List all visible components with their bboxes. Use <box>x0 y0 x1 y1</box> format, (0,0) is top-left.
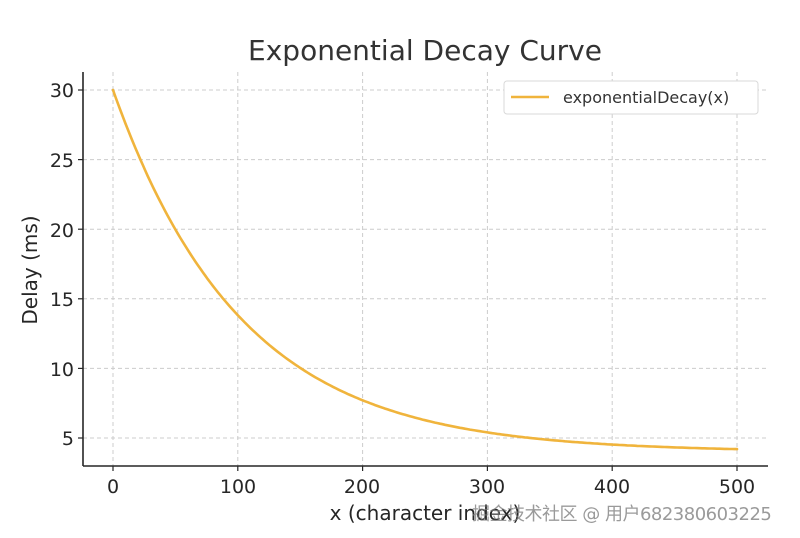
grid-lines <box>83 72 768 466</box>
y-tick-label: 20 <box>50 220 74 242</box>
y-tick-label: 15 <box>50 289 74 311</box>
legend-label: exponentialDecay(x) <box>563 88 729 107</box>
x-tick-label: 400 <box>594 476 630 498</box>
legend-box <box>503 80 759 115</box>
x-tick-label: 0 <box>107 476 119 498</box>
x-axis-label: x (character index) <box>330 501 521 525</box>
x-tick-label: 500 <box>719 476 755 498</box>
y-tick-label: 5 <box>62 428 74 450</box>
y-tick-label: 10 <box>50 359 74 381</box>
x-tick-label: 200 <box>344 476 380 498</box>
axis-ticks <box>78 89 738 471</box>
y-tick-label: 30 <box>50 80 74 102</box>
y-axis-label: Delay (ms) <box>18 215 42 324</box>
x-tick-label: 300 <box>469 476 505 498</box>
x-tick-label: 100 <box>220 476 256 498</box>
decay-curve-line <box>111 88 739 451</box>
watermark: 掘金技术社区 @ 用户682380603225 <box>472 504 772 525</box>
y-tick-label: 25 <box>50 150 74 172</box>
legend: exponentialDecay(x) <box>503 80 759 115</box>
chart-title: Exponential Decay Curve <box>248 34 602 67</box>
